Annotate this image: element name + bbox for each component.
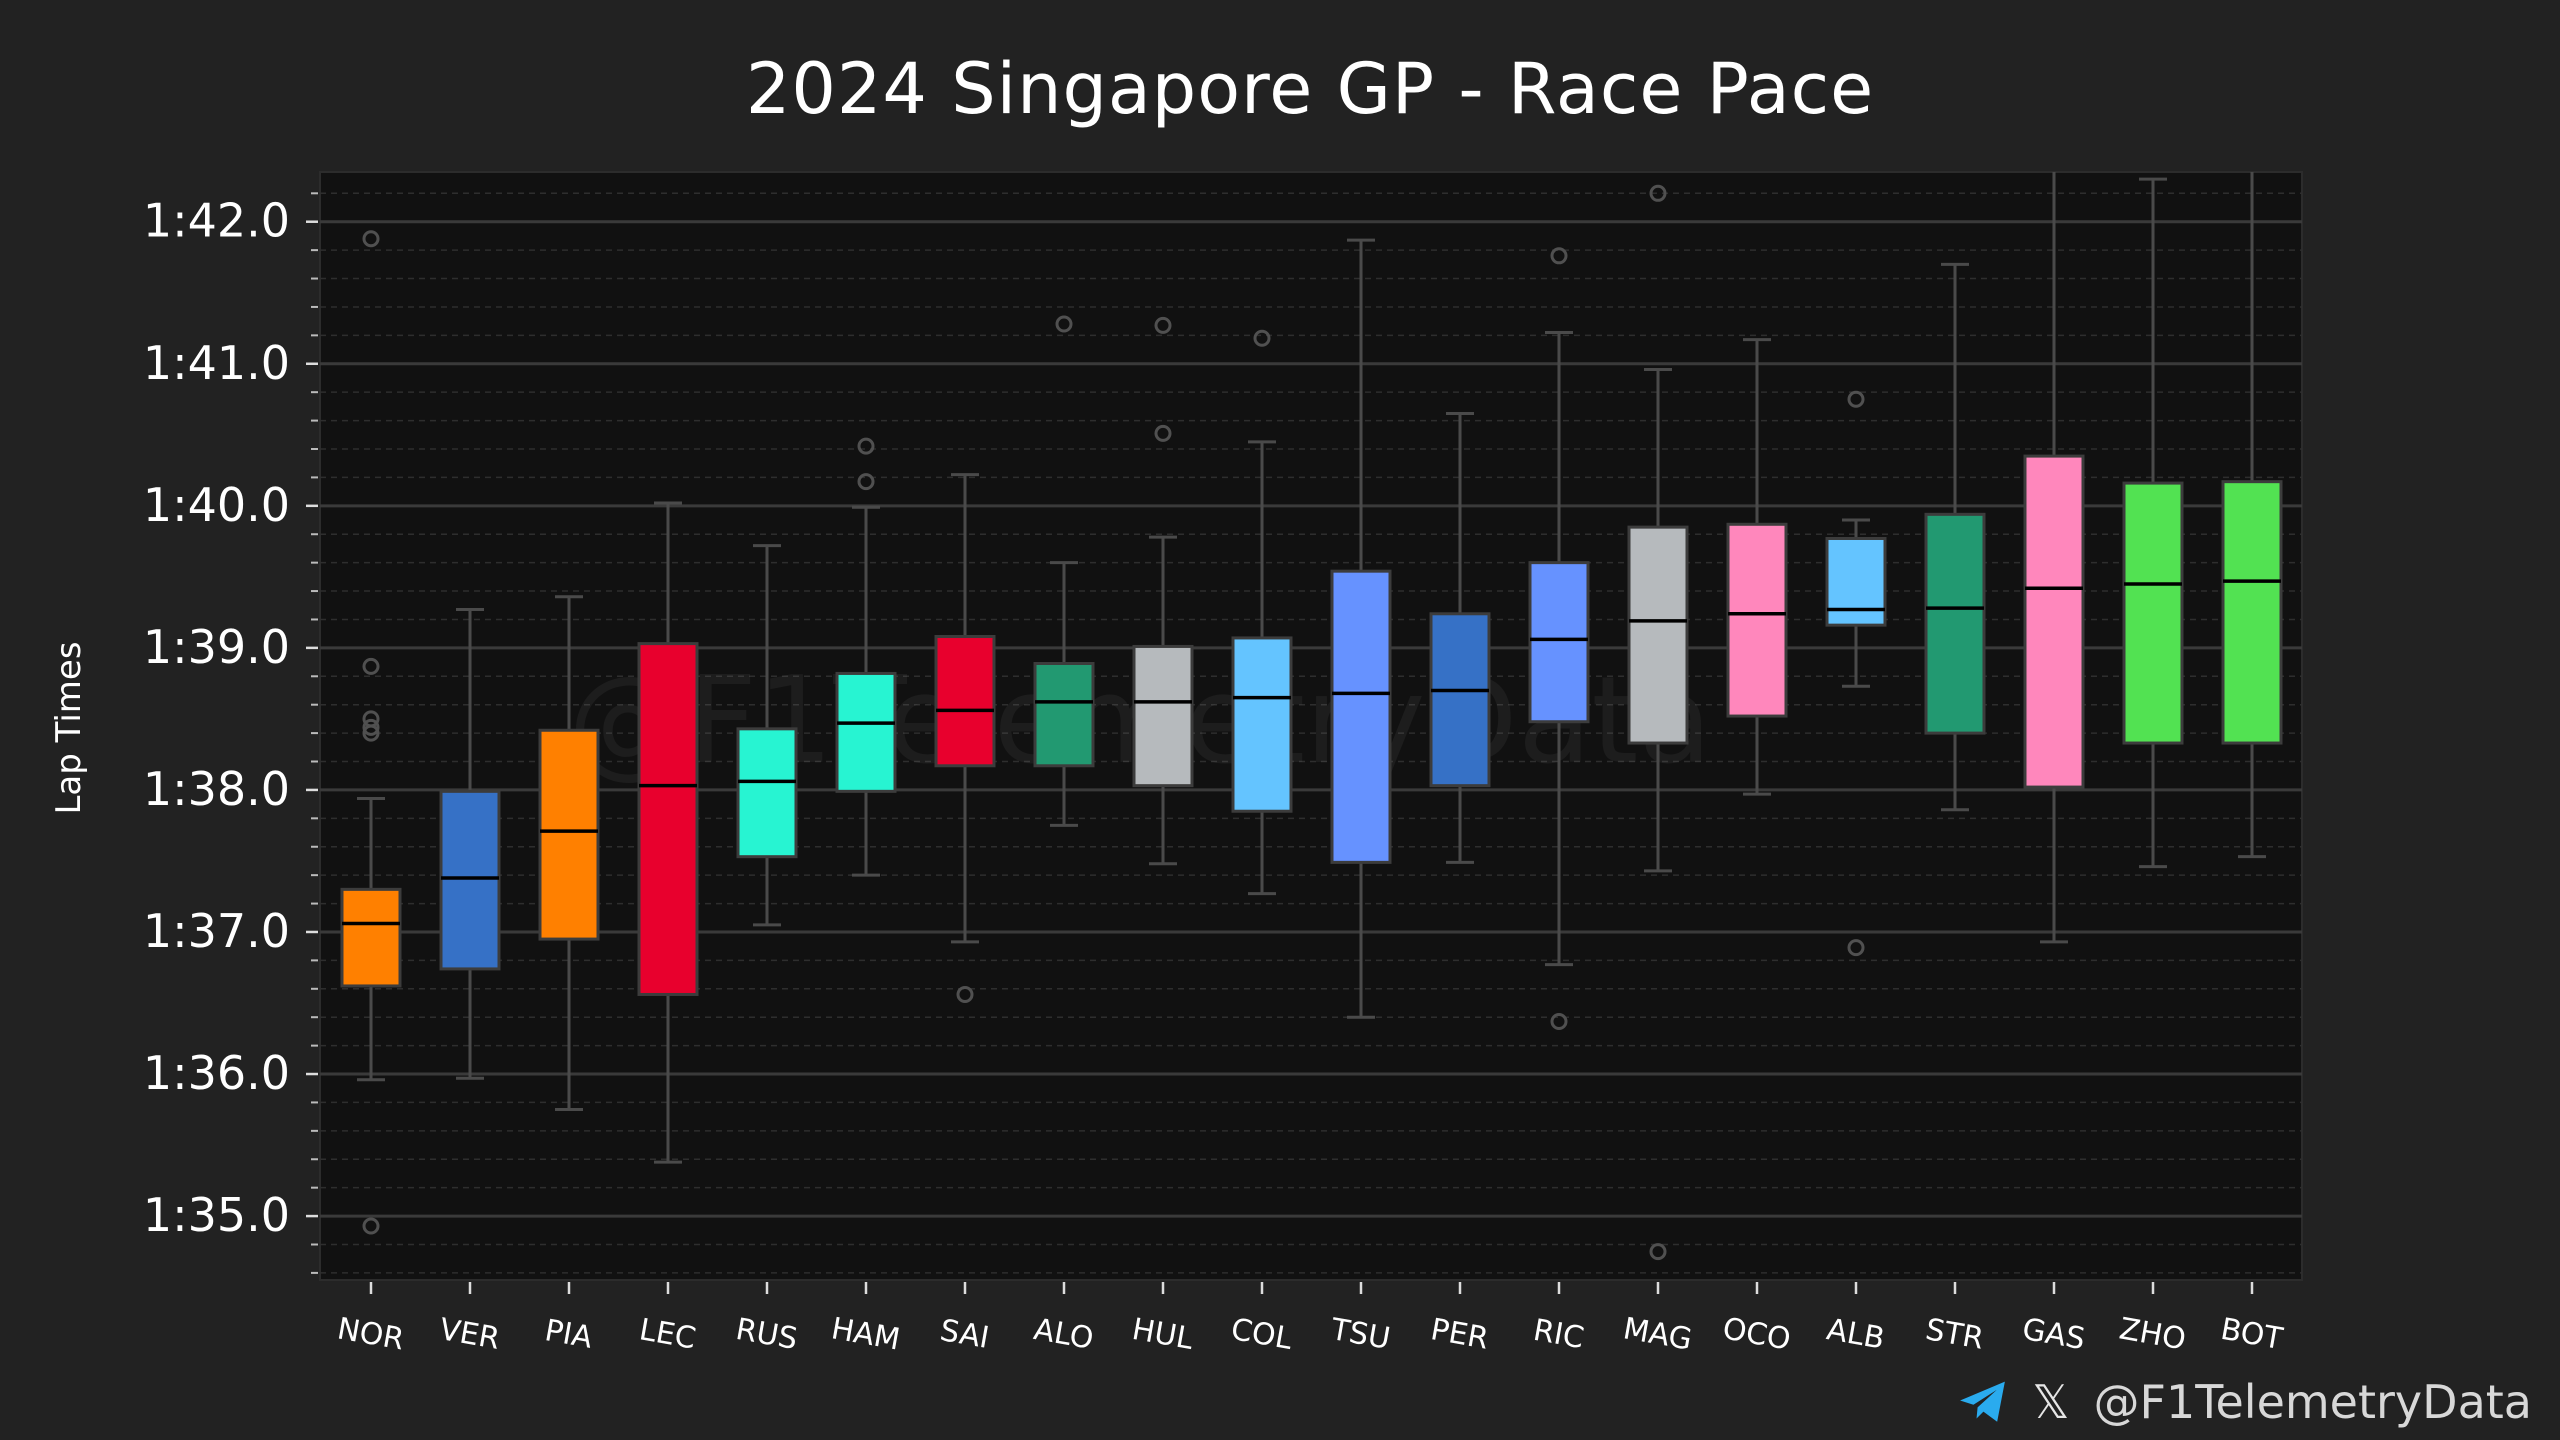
outlier-point: [362, 1217, 380, 1235]
iqr-box: [1726, 522, 1788, 718]
driver-box-alb: [1825, 390, 1887, 957]
x-tick-label: COL: [1228, 1312, 1295, 1357]
x-tick-label: SAI: [937, 1313, 991, 1356]
driver-box-oco: [1726, 338, 1788, 796]
iqr-box: [1627, 525, 1689, 745]
outlier-point: [1847, 939, 1865, 957]
y-axis-ticks: 1:35.0 1:36.0 1:37.0 1:38.0 1:39.0 1:40.0 1:41…: [143, 192, 318, 1274]
iqr-box: [1231, 636, 1293, 813]
x-tick-label: ALO: [1031, 1312, 1096, 1357]
iqr-box: [538, 728, 600, 941]
driver-box-ric: [1528, 247, 1590, 1030]
x-tick-label: RIC: [1531, 1313, 1587, 1356]
outlier-point: [956, 985, 974, 1003]
x-axis-ticks: NOR VER PIA LEC RUS HAM SAI ALO HUL COL TSU PER RIC M…: [335, 1282, 2286, 1358]
outlier-point: [362, 710, 380, 728]
x-tick-label: VER: [437, 1312, 502, 1357]
iqr-box: [2023, 454, 2085, 789]
x-tick-label: NOR: [335, 1311, 407, 1357]
iqr-box: [1033, 661, 1095, 768]
outlier-point: [857, 473, 875, 491]
iqr-box: [1924, 512, 1986, 735]
outlier-point: [1550, 247, 1568, 265]
y-tick-label: 1:40.0: [143, 478, 290, 532]
y-axis-label: Lap Times: [49, 641, 89, 814]
iqr-box: [2122, 481, 2184, 745]
driver-box-ver: [439, 608, 501, 1080]
outlier-point: [1649, 1243, 1667, 1261]
outlier-point: [362, 718, 380, 736]
footer-handle: @F1TelemetryData: [2093, 1375, 2532, 1429]
outlier-point: [1055, 315, 1073, 333]
x-tick-label: HAM: [829, 1311, 903, 1357]
driver-box-str: [1924, 262, 1986, 812]
x-tick-label: STR: [1923, 1312, 1986, 1357]
driver-box-bot: [2221, 172, 2283, 859]
x-tick-label: LEC: [637, 1312, 699, 1356]
outlier-point: [362, 230, 380, 248]
y-tick-label: 1:37.0: [143, 904, 290, 958]
iqr-box: [1330, 569, 1392, 864]
driver-box-pia: [538, 595, 600, 1112]
driver-box-nor: [340, 230, 402, 1235]
driver-box-gas: [2023, 172, 2085, 944]
iqr-box: [1528, 561, 1590, 724]
driver-box-mag: [1627, 184, 1689, 1261]
driver-box-lec: [637, 501, 699, 1164]
driver-box-zho: [2122, 177, 2184, 869]
footer-credit: 𝕏 @F1TelemetryData: [1958, 1372, 2532, 1432]
iqr-box: [1132, 644, 1194, 788]
driver-box-hul: [1132, 316, 1194, 866]
x-tick-label: HUL: [1129, 1312, 1196, 1357]
driver-box-alo: [1033, 315, 1095, 827]
driver-box-ham: [835, 437, 897, 877]
x-tick-label: RUS: [733, 1312, 800, 1357]
x-tick-label: OCO: [1720, 1311, 1793, 1357]
iqr-box: [439, 789, 501, 971]
iqr-box: [637, 642, 699, 996]
x-tick-label: ZHO: [2117, 1311, 2189, 1357]
x-tick-label: BOT: [2218, 1312, 2286, 1357]
outlier-point: [857, 437, 875, 455]
outlier-point: [1253, 329, 1271, 347]
driver-box-per: [1429, 411, 1491, 864]
outlier-point: [1649, 184, 1667, 202]
chart-title: 2024 Singapore GP - Race Pace: [745, 48, 1875, 130]
x-tick-label: GAS: [2020, 1312, 2088, 1357]
telegram-icon: [1960, 1381, 2006, 1422]
x-tick-label: PIA: [542, 1313, 595, 1356]
x-tick-label: PER: [1428, 1312, 1491, 1357]
x-tick-label: TSU: [1327, 1312, 1392, 1357]
driver-box-tsu: [1330, 238, 1392, 1019]
major-gridlines: [320, 220, 2302, 1218]
y-tick-label: 1:38.0: [143, 762, 290, 816]
y-tick-label: 1:41.0: [143, 336, 290, 390]
outlier-point: [1847, 390, 1865, 408]
iqr-box: [1429, 612, 1491, 788]
y-tick-label: 1:42.0: [143, 194, 290, 248]
iqr-box: [934, 635, 996, 768]
driver-box-col: [1231, 329, 1293, 896]
driver-box-sai: [934, 473, 996, 1003]
y-tick-label: 1:35.0: [143, 1188, 290, 1242]
iqr-box: [2221, 480, 2283, 745]
outlier-point: [362, 657, 380, 675]
x-logo-icon: 𝕏: [2032, 1375, 2070, 1429]
y-tick-label: 1:36.0: [143, 1046, 290, 1100]
iqr-box: [835, 671, 897, 793]
box-series: [340, 172, 2283, 1261]
iqr-box: [736, 727, 798, 859]
driver-box-rus: [736, 544, 798, 927]
x-tick-label: ALB: [1824, 1312, 1887, 1357]
outlier-point: [1154, 316, 1172, 334]
iqr-box: [340, 887, 402, 988]
outlier-point: [1154, 424, 1172, 442]
iqr-box: [1825, 536, 1887, 627]
y-tick-label: 1:39.0: [143, 620, 290, 674]
x-tick-label: MAG: [1620, 1311, 1694, 1357]
outlier-point: [1550, 1012, 1568, 1030]
